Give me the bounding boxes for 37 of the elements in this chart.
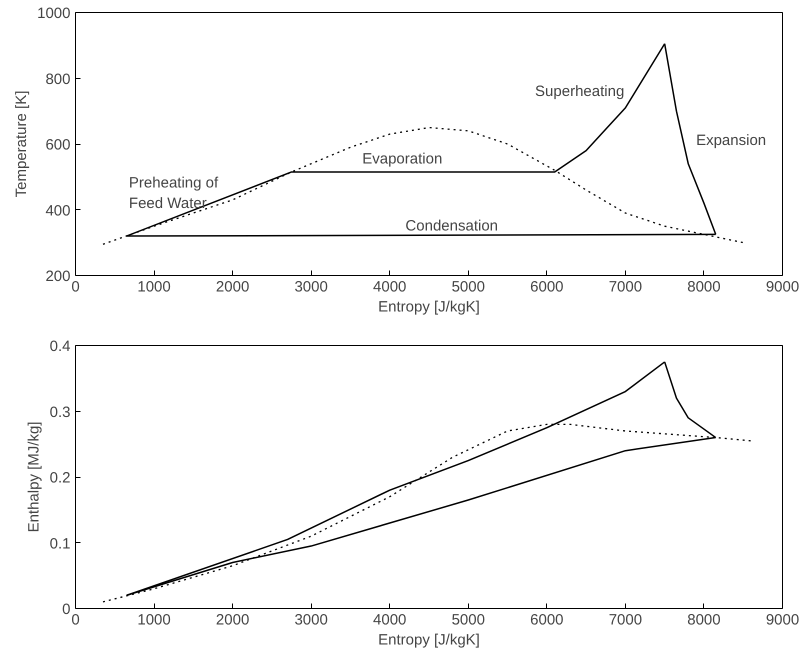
x-tick-label: 5000 [452, 612, 485, 628]
x-axis-title: Entropy [J/kgK] [378, 298, 480, 316]
x-tick-label: 6000 [530, 612, 564, 628]
x-tick-label: 2000 [216, 278, 250, 296]
y-axis-title: Temperature [K] [13, 90, 30, 198]
x-tick-label: 1000 [137, 612, 171, 628]
y-axis-title: Enthalpy [MJ/kg] [26, 422, 43, 532]
y-tick-label: 400 [45, 202, 71, 220]
annotation: Expansion [696, 132, 766, 150]
annotation: Preheating of Feed Water [128, 174, 219, 212]
y-tick-label: 0.2 [50, 470, 71, 486]
x-tick-label: 8000 [687, 612, 721, 628]
x-tick-label: 4000 [373, 612, 406, 628]
x-tick-label: 2000 [216, 612, 250, 628]
x-tick-label: 9000 [766, 278, 800, 296]
x-tick-label: 7000 [608, 612, 642, 628]
annotation: Superheating [535, 82, 624, 100]
y-tick-label: 0.3 [50, 404, 71, 421]
x-tick-label: 9000 [766, 612, 800, 628]
y-tick-label: 800 [45, 70, 71, 88]
y-tick-label: 200 [45, 268, 71, 285]
x-tick-label: 6000 [530, 278, 564, 296]
x-tick-label: 5000 [452, 278, 485, 296]
y-tick-label: 0 [62, 601, 70, 618]
x-axis-title: Entropy [J/kgK] [378, 632, 480, 648]
y-tick-label: 0.1 [50, 535, 71, 552]
x-tick-label: 3000 [294, 278, 328, 296]
annotation: Condensation [405, 218, 498, 235]
x-tick-label: 8000 [687, 278, 721, 296]
annotation: Evaporation [362, 150, 442, 168]
y-tick-label: 600 [45, 136, 71, 154]
x-tick-label: 7000 [608, 278, 642, 296]
y-tick-label: 1000 [37, 5, 71, 22]
x-tick-label: 1000 [137, 278, 171, 296]
x-tick-label: 4000 [373, 278, 406, 296]
x-tick-label: 3000 [294, 612, 328, 628]
y-tick-label: 0.4 [50, 338, 71, 355]
